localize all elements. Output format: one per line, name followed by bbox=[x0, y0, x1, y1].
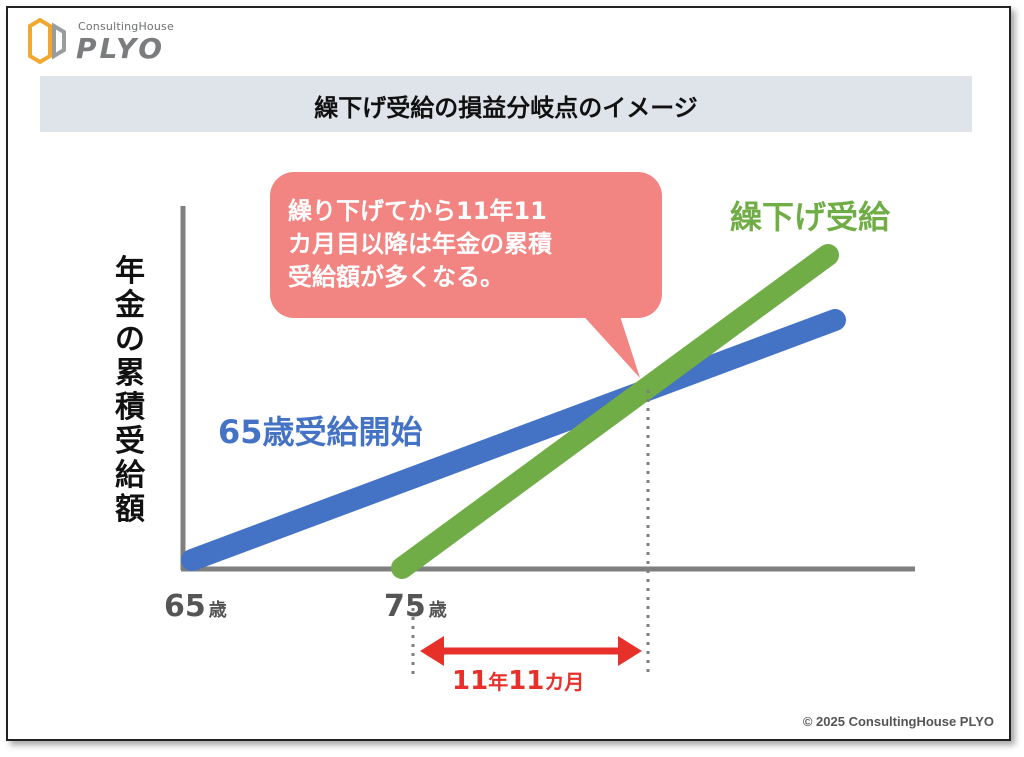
callout-line-1: 繰り下げてから11年11 bbox=[288, 197, 547, 225]
x-tick-65-number: 65 bbox=[164, 589, 206, 624]
span-months-unit: カ月 bbox=[544, 670, 585, 694]
series-label-65: 65歳受給開始 bbox=[218, 413, 423, 451]
title-banner: 繰下げ受給の損益分岐点のイメージ bbox=[40, 76, 972, 132]
span-years-number: 11 bbox=[452, 666, 489, 696]
x-tick-75-unit: 歳 bbox=[428, 600, 447, 621]
x-tick-75-number: 75 bbox=[384, 589, 426, 624]
callout-line-3: 受給額が多くなる。 bbox=[288, 263, 504, 291]
x-tick-75: 75 歳 bbox=[384, 589, 447, 624]
callout-line-2: カ月目以降は年金の累積 bbox=[288, 230, 552, 258]
series-line-65 bbox=[181, 309, 846, 571]
x-tick-65-unit: 歳 bbox=[208, 600, 227, 621]
y-axis-label: 年金の累積受給額 bbox=[115, 254, 145, 527]
span-label: 11年11カ月 bbox=[452, 666, 584, 696]
callout-text: 繰り下げてから11年11 カ月目以降は年金の累積 受給額が多くなる。 bbox=[288, 195, 638, 294]
logo-subtitle: ConsultingHouse bbox=[78, 20, 174, 33]
logo-wordmark: PLYO bbox=[76, 32, 166, 65]
series-line-deferred bbox=[391, 244, 839, 579]
span-years-unit: 年 bbox=[488, 670, 509, 694]
copyright: © 2025 ConsultingHouse PLYO bbox=[802, 714, 994, 729]
series-label-deferred: 繰下げ受給 bbox=[730, 198, 891, 236]
callout-bubble bbox=[270, 172, 662, 378]
span-months-number: 11 bbox=[508, 666, 545, 696]
page-title: 繰下げ受給の損益分岐点のイメージ bbox=[314, 94, 698, 122]
x-tick-65: 65 歳 bbox=[164, 589, 227, 624]
logo: ConsultingHouse PLYO bbox=[28, 18, 198, 66]
logo-mark-icon bbox=[28, 18, 66, 64]
span-arrow bbox=[420, 636, 642, 666]
